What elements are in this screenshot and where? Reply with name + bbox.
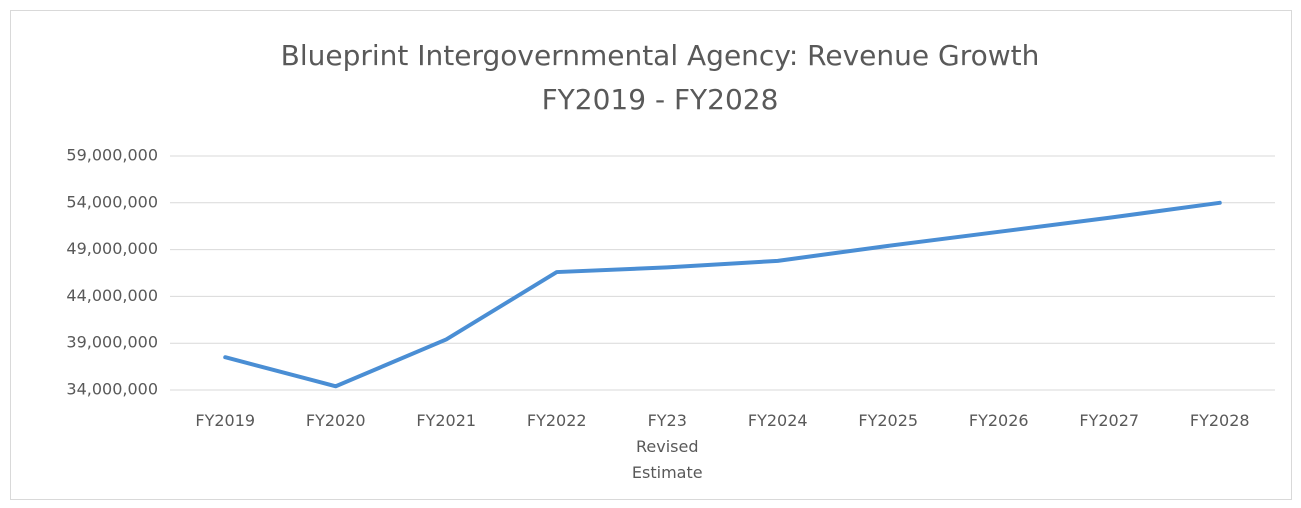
x-tick-label: FY2020 — [305, 411, 366, 430]
x-tick-label: FY2026 — [968, 411, 1029, 430]
x-tick-label: FY2019 — [195, 411, 256, 430]
y-tick-label: 49,000,000 — [66, 239, 158, 258]
y-tick-label: 34,000,000 — [66, 380, 158, 399]
x-tick-label: FY23 Revised Estimate — [631, 411, 703, 482]
x-tick-label: FY2022 — [526, 411, 587, 430]
x-tick-label: FY2027 — [1079, 411, 1140, 430]
chart-title: Blueprint Intergovernmental Agency: Reve… — [281, 39, 1040, 72]
x-tick-label: FY2021 — [416, 411, 477, 430]
y-tick-label: 59,000,000 — [66, 146, 158, 165]
y-tick-label: 44,000,000 — [66, 286, 158, 305]
y-tick-label: 54,000,000 — [66, 192, 158, 211]
chart-border — [10, 10, 1292, 500]
x-tick-label: FY2024 — [747, 411, 808, 430]
x-tick-label: FY2025 — [858, 411, 919, 430]
x-tick-label: FY2028 — [1189, 411, 1250, 430]
y-tick-label: 39,000,000 — [66, 333, 158, 352]
data-line — [223, 200, 1222, 389]
chart-subtitle: FY2019 - FY2028 — [542, 83, 779, 116]
